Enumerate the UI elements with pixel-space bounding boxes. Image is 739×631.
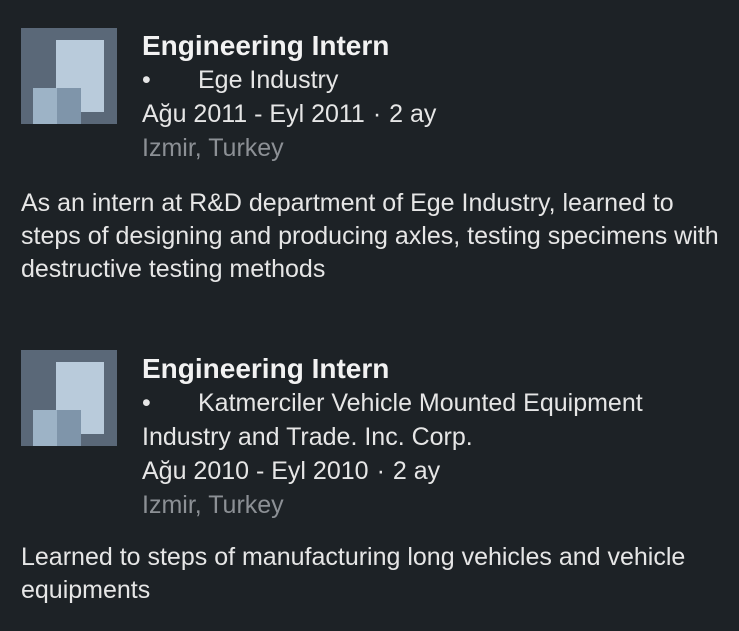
location: Izmir, Turkey (142, 491, 284, 519)
experience-info: Engineering Intern • Katmerciler Vehicle … (142, 352, 729, 522)
duration-text: 2 ay (389, 100, 437, 128)
company-name[interactable]: • Katmerciler Vehicle Mounted Equipment I… (142, 386, 729, 454)
experience-description: As an intern at R&D department of Ege In… (21, 189, 719, 283)
company-logo-placeholder-icon[interactable] (21, 28, 117, 124)
date-range: Ağu 2011 - Eyl 2011 · 2 ay (142, 97, 729, 131)
company-name-text: Ege Industry (198, 66, 339, 94)
location: Izmir, Turkey (142, 134, 284, 162)
job-title[interactable]: Engineering Intern (142, 30, 390, 61)
separator: · (372, 100, 382, 128)
job-title[interactable]: Engineering Intern (142, 353, 390, 384)
duration-text: 2 ay (392, 457, 441, 485)
date-range: Ağu 2010 - Eyl 2010 · 2 ay (142, 454, 729, 488)
company-name[interactable]: • Ege Industry (142, 63, 729, 97)
dates-text: Ağu 2011 - Eyl 2011 (142, 100, 365, 128)
company-name-text: Katmerciler Vehicle Mounted Equipment In… (142, 389, 643, 451)
company-logo-placeholder-icon[interactable] (21, 350, 117, 446)
separator: · (376, 457, 385, 485)
bullet: • (142, 66, 151, 94)
experience-info: Engineering Intern • Ege Industry Ağu 201… (142, 29, 729, 165)
dates-text: Ağu 2010 - Eyl 2010 (142, 457, 369, 485)
experience-description: Learned to steps of manufacturing long v… (21, 543, 686, 604)
bullet: • (142, 389, 151, 417)
